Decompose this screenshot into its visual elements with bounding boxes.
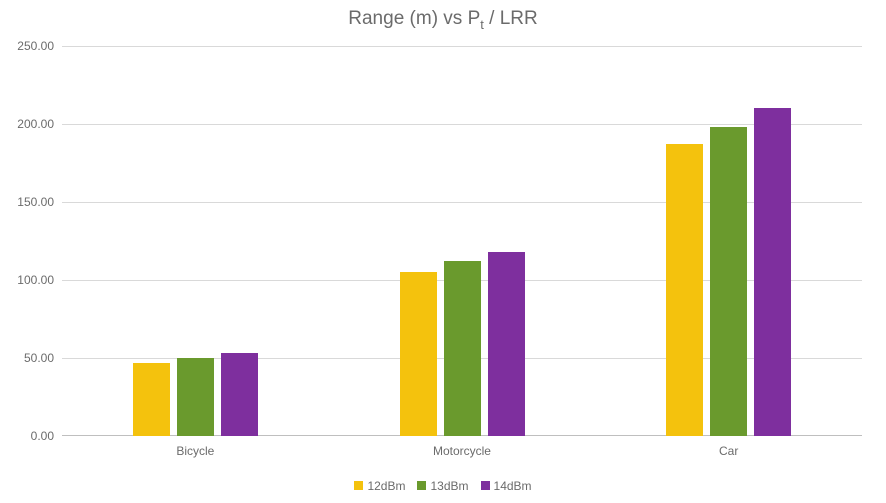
y-tick-label: 100.00 bbox=[4, 273, 54, 287]
bar bbox=[754, 108, 791, 436]
y-tick-label: 200.00 bbox=[4, 117, 54, 131]
gridline bbox=[62, 46, 862, 47]
title-prefix: Range (m) vs P bbox=[348, 8, 480, 29]
bar bbox=[444, 261, 481, 436]
category-label: Bicycle bbox=[62, 444, 329, 458]
legend-swatch bbox=[481, 481, 490, 490]
y-tick-label: 250.00 bbox=[4, 39, 54, 53]
y-tick-label: 50.00 bbox=[4, 351, 54, 365]
legend-label: 14dBm bbox=[494, 479, 532, 493]
bar bbox=[221, 353, 258, 436]
legend-label: 12dBm bbox=[367, 479, 405, 493]
y-tick-label: 150.00 bbox=[4, 195, 54, 209]
plot-area bbox=[62, 46, 862, 436]
bar bbox=[710, 127, 747, 436]
gridline bbox=[62, 124, 862, 125]
bar bbox=[133, 363, 170, 436]
category-label: Car bbox=[595, 444, 862, 458]
legend-label: 13dBm bbox=[430, 479, 468, 493]
legend-item: 13dBm bbox=[417, 479, 468, 493]
legend-swatch bbox=[354, 481, 363, 490]
y-tick-label: 0.00 bbox=[4, 429, 54, 443]
legend-item: 12dBm bbox=[354, 479, 405, 493]
legend: 12dBm 13dBm 14dBm bbox=[0, 479, 886, 494]
legend-item: 14dBm bbox=[481, 479, 532, 493]
chart-title: Range (m) vs Pt / LRR bbox=[0, 8, 886, 32]
category-label: Motorcycle bbox=[329, 444, 596, 458]
title-suffix: / LRR bbox=[484, 8, 538, 29]
legend-swatch bbox=[417, 481, 426, 490]
bar bbox=[400, 272, 437, 436]
bar bbox=[666, 144, 703, 436]
bar bbox=[488, 252, 525, 436]
bar bbox=[177, 358, 214, 436]
